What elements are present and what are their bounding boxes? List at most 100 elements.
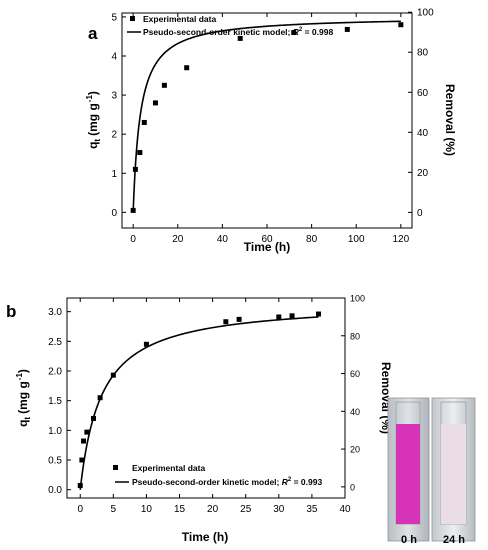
panel-b-data-points <box>77 311 322 489</box>
y2-tick-label: 40 <box>350 407 360 417</box>
data-point <box>152 100 158 106</box>
panel-a-y-axis-label: qt (mg g-1) <box>85 91 102 149</box>
panel-b: b 0 5 10 15 20 25 30 35 40 0.00.51.01.52.02.53.0… <box>6 294 393 545</box>
panel-b-y-ticks: 0.0 0.5 1.0 1.5 2.0 2.5 3.0 <box>48 307 71 496</box>
y-tick-label: 0 <box>111 208 117 219</box>
y2-tick-label: 100 <box>417 8 434 19</box>
data-point <box>130 207 136 213</box>
x-tick-label: 10 <box>141 504 153 515</box>
y2-tick-label: 20 <box>417 168 429 179</box>
panel-b-y2-ticks: 0 20 40 60 80 100 <box>341 294 365 492</box>
panel-b-legend-model-text: Pseudo-second-order kinetic model; <box>132 477 282 487</box>
x-tick-label: 20 <box>172 234 184 245</box>
panel-b-model-curve <box>79 316 319 490</box>
y-tick-label: 2.0 <box>48 366 62 377</box>
data-point <box>110 372 116 378</box>
vial-photo: 0 h 24 h <box>387 397 476 546</box>
data-point <box>137 150 143 156</box>
panel-a-data-points <box>130 22 404 213</box>
y2-tick-label: 60 <box>350 369 360 379</box>
panel-a-label: a <box>88 24 98 43</box>
panel-a-model-curve <box>132 20 401 213</box>
panel-a-y-ticks: 0 1 2 3 4 5 <box>111 12 126 219</box>
data-point <box>289 313 295 319</box>
y2-tick-label: 40 <box>417 128 429 139</box>
x-tick-label: 80 <box>306 234 318 245</box>
panel-b-legend-point-swatch <box>113 465 118 470</box>
y-tick-label: 1.5 <box>48 396 62 407</box>
data-point <box>77 483 83 489</box>
x-tick-label: 25 <box>240 504 252 515</box>
panel-b-x-axis-label: Time (h) <box>182 530 228 544</box>
data-point <box>132 166 138 172</box>
panel-a-legend-r2-value: = 0.998 <box>302 27 333 37</box>
data-point <box>398 22 404 28</box>
x-tick-label: 20 <box>207 504 219 515</box>
panel-b-y-label-close: ) <box>16 369 30 373</box>
x-tick-label: 120 <box>393 234 410 245</box>
x-tick-label: 15 <box>174 504 186 515</box>
data-point <box>184 65 190 71</box>
data-point <box>97 395 103 401</box>
data-point <box>344 26 350 32</box>
y2-tick-label: 80 <box>350 331 360 341</box>
panel-a-legend-points-label: Experimental data <box>143 14 216 24</box>
y2-tick-label: 60 <box>417 88 429 99</box>
panel-a-y2-axis-label: Removal (%) <box>443 84 457 156</box>
x-tick-label: 60 <box>261 234 273 245</box>
data-point <box>237 35 243 41</box>
x-tick-label: 40 <box>217 234 229 245</box>
data-point <box>161 82 167 88</box>
x-tick-label: 40 <box>339 504 351 515</box>
panel-b-legend-points-label: Experimental data <box>132 463 205 473</box>
y2-tick-label: 100 <box>350 294 365 304</box>
data-point <box>316 311 322 317</box>
y2-tick-label: 0 <box>350 482 355 492</box>
x-tick-label: 30 <box>273 504 285 515</box>
data-point <box>276 314 282 320</box>
panel-a-y2-ticks: 0 20 40 60 80 100 <box>408 8 434 219</box>
data-point <box>143 341 149 347</box>
y-tick-label: 1.0 <box>48 426 62 437</box>
x-tick-label: 100 <box>348 234 365 245</box>
data-point <box>223 319 229 325</box>
panel-a-y-label-close: ) <box>86 91 100 95</box>
panel-b-y-label-tail: (mg g <box>16 381 30 414</box>
panel-b-label: b <box>6 302 16 321</box>
data-point <box>236 316 242 322</box>
y-tick-label: 3.0 <box>48 307 62 318</box>
vial-0h-solution <box>396 424 420 524</box>
panel-a-y-label-tail: (mg g <box>86 103 100 136</box>
panel-a-plot-frame <box>121 12 413 229</box>
x-tick-label: 35 <box>306 504 318 515</box>
panel-b-plot-frame <box>66 297 346 499</box>
panel-a-y-label-sub: t <box>93 139 102 142</box>
panel-b-legend-r: R <box>282 477 289 487</box>
data-point <box>90 415 96 421</box>
panel-b-y-label-q: q <box>16 420 30 427</box>
data-point <box>79 457 85 463</box>
panel-a-y-label-q: q <box>86 142 100 149</box>
vial-24h-solution <box>441 424 466 524</box>
y-tick-label: 3 <box>111 91 117 102</box>
data-point <box>141 119 147 125</box>
data-point <box>81 438 87 444</box>
y-tick-label: 1 <box>111 169 117 180</box>
panel-b-legend-line-label: Pseudo-second-order kinetic model; R2 = … <box>132 477 322 487</box>
panel-a-legend-r: R <box>293 27 300 37</box>
y2-tick-label: 20 <box>350 445 360 455</box>
data-point <box>291 30 297 36</box>
panel-a-legend-point-swatch <box>130 16 135 21</box>
y-tick-label: 2.5 <box>48 337 62 348</box>
panel-b-x-ticks: 0 5 10 15 20 25 30 35 40 <box>77 298 351 515</box>
panel-a-x-axis-label: Time (h) <box>244 240 290 254</box>
panel-b-legend: Experimental data Pseudo-second-order ki… <box>113 463 322 487</box>
panel-b-y-label-sup: -1 <box>15 373 24 381</box>
y-tick-label: 5 <box>111 12 117 23</box>
panel-a-legend-r-sup: 2 <box>299 27 303 33</box>
y-tick-label: 0.5 <box>48 456 62 467</box>
panel-a-legend: Experimental data Pseudo-second-order ki… <box>127 14 333 37</box>
panel-b-y-label-sub: t <box>23 417 32 420</box>
vial-24h-label: 24 h <box>443 534 465 546</box>
